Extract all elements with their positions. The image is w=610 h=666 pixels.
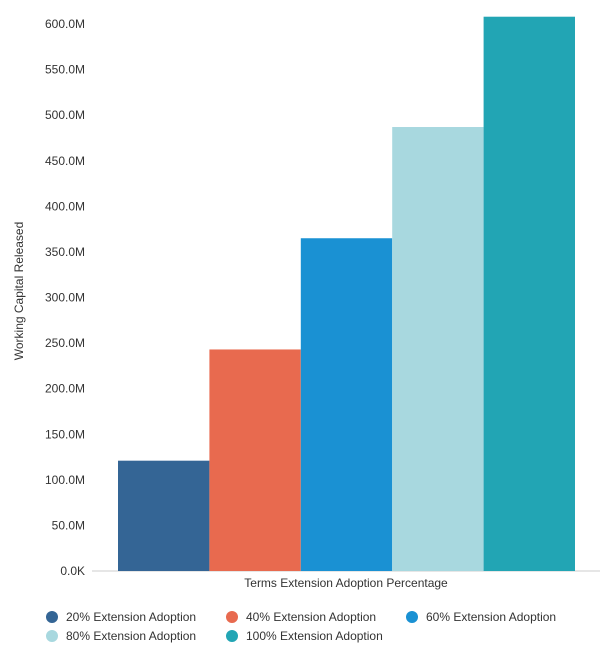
legend-marker: [226, 630, 238, 642]
y-tick-label: 350.0M: [45, 245, 85, 259]
legend-label: 60% Extension Adoption: [426, 610, 556, 624]
y-tick-label: 100.0M: [45, 473, 85, 487]
y-tick-label: 300.0M: [45, 291, 85, 305]
y-tick-label: 550.0M: [45, 63, 85, 77]
bar[interactable]: [392, 127, 484, 571]
y-tick-label: 200.0M: [45, 382, 85, 396]
x-axis-title: Terms Extension Adoption Percentage: [244, 576, 448, 590]
legend-marker: [406, 611, 418, 623]
y-tick-label: 400.0M: [45, 199, 85, 213]
legend-item[interactable]: 60% Extension Adoption: [406, 610, 556, 624]
y-tick-label: 500.0M: [45, 108, 85, 122]
legend-marker: [226, 611, 238, 623]
y-tick-label: 150.0M: [45, 427, 85, 441]
bar[interactable]: [118, 460, 210, 571]
y-tick-label: 50.0M: [52, 518, 85, 532]
legend-item[interactable]: 40% Extension Adoption: [226, 610, 376, 624]
legend-label: 80% Extension Adoption: [66, 629, 196, 643]
legend-label: 100% Extension Adoption: [246, 629, 383, 643]
legend-item[interactable]: 20% Extension Adoption: [46, 610, 196, 624]
legend-item[interactable]: 80% Extension Adoption: [46, 629, 196, 643]
y-tick-label: 250.0M: [45, 336, 85, 350]
legend-label: 40% Extension Adoption: [246, 610, 376, 624]
bar[interactable]: [209, 349, 301, 571]
legend-marker: [46, 611, 58, 623]
y-tick-label: 0.0K: [60, 564, 85, 578]
bar[interactable]: [483, 16, 575, 572]
legend-item[interactable]: 100% Extension Adoption: [226, 629, 383, 643]
y-tick-label: 450.0M: [45, 154, 85, 168]
y-axis-title: Working Capital Released: [12, 222, 26, 361]
legend: 20% Extension Adoption 40% Extension Adop…: [46, 610, 556, 643]
bar[interactable]: [300, 238, 393, 571]
legend-label: 20% Extension Adoption: [66, 610, 196, 624]
legend-marker: [46, 630, 58, 642]
y-tick-label: 600.0M: [45, 17, 85, 31]
y-axis-ticks: 0.0K 50.0M 100.0M 150.0M 200.0M 250.0M 300.0M 3…: [45, 17, 85, 578]
bars: [118, 16, 575, 572]
